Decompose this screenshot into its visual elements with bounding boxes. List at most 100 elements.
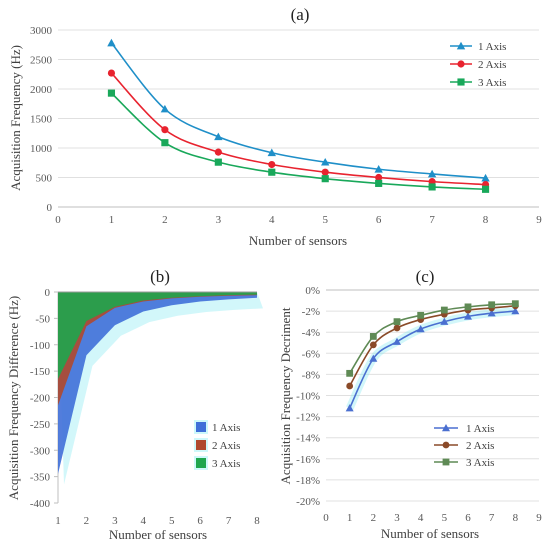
legend-marker: [457, 60, 465, 68]
x-tick-label: 5: [442, 512, 448, 524]
y-axis-label: Acquisition Frequency (Hz): [8, 45, 23, 191]
data-point: [511, 300, 519, 308]
data-point: [464, 312, 472, 320]
y-axis-label: Acquisition Frequency Decriment: [278, 307, 293, 484]
legend-marker: [457, 78, 465, 86]
x-tick-label: 6: [465, 512, 471, 524]
y-tick-label: -350: [30, 472, 51, 484]
x-axis-label: Number of sensors: [249, 233, 347, 248]
x-axis-label: Number of sensors: [381, 526, 479, 541]
data-point: [488, 301, 496, 309]
legend-label: 2 Axis: [212, 440, 240, 452]
y-tick-label: -12%: [296, 412, 320, 424]
x-tick-label: 0: [323, 512, 329, 524]
legend-marker: [442, 424, 450, 432]
legend-marker: [456, 41, 466, 50]
y-tick-label: 1000: [30, 143, 53, 155]
data-point: [416, 325, 425, 333]
series-area: [58, 292, 257, 380]
y-tick-label: -10%: [296, 391, 320, 403]
data-point: [369, 354, 378, 362]
x-tick-label: 2: [162, 214, 168, 226]
data-point: [375, 173, 383, 182]
y-tick-label: -200: [30, 393, 51, 405]
area-glow: [58, 292, 263, 485]
x-tick-label: 4: [418, 512, 424, 524]
x-tick-label: 3: [394, 512, 400, 524]
y-tick-label: 500: [36, 173, 53, 185]
x-tick-label: 3: [112, 515, 118, 527]
y-tick-label: -300: [30, 445, 51, 457]
y-tick-label: 1500: [30, 114, 53, 126]
data-point: [369, 333, 377, 340]
data-point: [346, 369, 354, 377]
y-tick-label: -4%: [302, 327, 320, 339]
data-point: [214, 132, 223, 141]
y-tick-label: -2%: [302, 306, 320, 318]
legend-marker: [442, 441, 450, 449]
data-point: [161, 139, 169, 147]
y-tick-label: -16%: [296, 454, 320, 466]
y-tick-label: 0: [47, 202, 53, 214]
data-point: [321, 175, 329, 183]
legend-swatch: [196, 422, 206, 432]
y-tick-label: -14%: [296, 433, 320, 445]
y-tick-label: 2500: [30, 55, 53, 67]
y-tick-label: -18%: [296, 475, 320, 487]
data-point: [481, 185, 490, 193]
data-point: [440, 306, 448, 314]
x-tick-label: 1: [109, 214, 115, 226]
x-tick-label: 0: [55, 214, 61, 226]
data-point: [464, 303, 472, 311]
legend-label: 1 Axis: [212, 422, 240, 434]
x-tick-label: 9: [536, 512, 542, 524]
data-point: [440, 317, 449, 325]
data-point: [214, 148, 222, 156]
y-tick-label: -150: [30, 366, 51, 378]
data-point: [428, 183, 436, 191]
x-tick-label: 7: [226, 515, 232, 527]
data-point: [427, 169, 437, 178]
y-tick-label: -8%: [302, 369, 320, 381]
data-point: [417, 311, 425, 319]
x-tick-label: 7: [429, 214, 435, 226]
legend-swatch: [196, 458, 206, 468]
x-tick-label: 6: [376, 214, 382, 226]
legend-label: 3 Axis: [212, 458, 240, 470]
data-point: [160, 104, 170, 113]
chart-a: 0 500 1000 1500 2000 2500 3000 0 1 2 3 4 5 6 7 8 9 (a) Num…: [8, 5, 542, 248]
data-point: [107, 89, 116, 97]
data-point: [214, 158, 222, 166]
x-tick-label: 8: [513, 512, 519, 524]
x-axis-label: Number of sensors: [109, 527, 207, 542]
x-tick-label: 4: [269, 214, 275, 226]
x-tick-label: 8: [254, 515, 260, 527]
data-point: [375, 179, 383, 187]
x-tick-label: 5: [169, 515, 175, 527]
data-point: [321, 157, 330, 166]
legend-label: 2 Axis: [466, 440, 494, 452]
chart-c: -20% -18% -16% -14% -12% -10% -8% -6% -4% -2% 0% 0 1…: [278, 267, 542, 541]
legend-label: 3 Axis: [478, 77, 506, 89]
data-point: [345, 404, 354, 412]
legend-label: 2 Axis: [478, 59, 506, 71]
data-point: [487, 309, 496, 317]
x-tick-label: 2: [371, 512, 377, 524]
legend-label: 3 Axis: [466, 457, 494, 469]
data-point: [374, 165, 383, 173]
data-point: [267, 148, 276, 157]
x-tick-label: 6: [197, 515, 203, 527]
data-point: [107, 69, 116, 77]
data-point: [107, 38, 116, 47]
y-tick-label: -50: [35, 313, 50, 325]
y-tick-label: 3000: [30, 25, 53, 37]
data-point: [161, 126, 169, 134]
legend-swatch: [196, 440, 206, 450]
x-tick-label: 2: [84, 515, 90, 527]
x-tick-label: 8: [483, 214, 489, 226]
chart-title: (b): [150, 267, 170, 286]
y-tick-label: -6%: [302, 348, 320, 360]
x-tick-label: 3: [216, 214, 222, 226]
x-tick-label: 1: [55, 515, 61, 527]
